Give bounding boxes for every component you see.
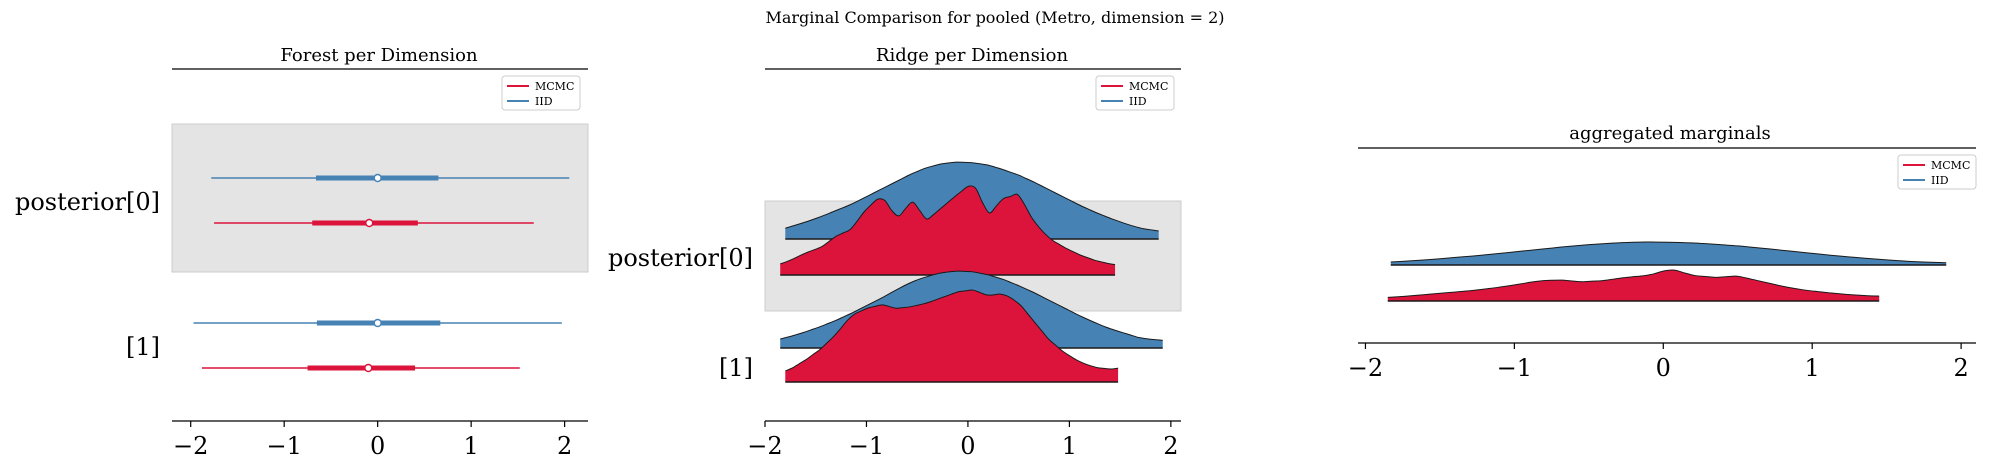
mcmc-density-fill	[780, 185, 1116, 275]
x-tick-label: 2	[557, 432, 572, 460]
iid-density-outline	[1390, 241, 1947, 264]
x-tick-label: 0	[1656, 354, 1671, 382]
x-tick-label: 2	[1953, 354, 1968, 382]
iid-density-fill	[1390, 242, 1947, 265]
figure-title: Marginal Comparison for pooled (Metro, d…	[765, 8, 1224, 27]
row-highlight-band	[171, 123, 589, 273]
forest-panel: Forest per Dimension −2 −1 0 1 2 posterior[0]…	[15, 45, 589, 460]
x-tick-label: 2	[1163, 432, 1178, 460]
x-tick-label: 0	[960, 432, 975, 460]
aggregated-panel-title: aggregated marginals	[1569, 123, 1770, 144]
median-point	[364, 363, 373, 373]
x-tick-label: 1	[1062, 432, 1077, 460]
row-label: posterior[0]	[15, 188, 160, 216]
row-label: [1]	[126, 333, 160, 361]
legend-label: IID	[1931, 174, 1949, 187]
x-tick-label: −1	[1497, 354, 1532, 382]
x-tick-label: −2	[747, 432, 782, 460]
forest-panel-title: Forest per Dimension	[280, 45, 478, 66]
ridge-panel: Ridge per Dimension −2 −1 0 1 2 posterior[0] […	[608, 45, 1182, 460]
row-label: posterior[0]	[608, 244, 753, 272]
legend-label: MCMC	[535, 80, 574, 93]
legend-label: MCMC	[1129, 80, 1168, 93]
mcmc-density-outline	[785, 289, 1119, 372]
x-tick-label: 1	[1805, 354, 1820, 382]
median-point	[364, 218, 374, 228]
mcmc-density-fill	[785, 290, 1119, 382]
aggregated-panel: aggregated marginals −2 −1 0 1 2 MCMC IID	[1348, 123, 1977, 382]
x-tick-label: 1	[464, 432, 479, 460]
legend-label: IID	[1129, 95, 1147, 108]
median-point	[373, 318, 382, 328]
legend-label: MCMC	[1931, 159, 1970, 172]
x-tick-label: 0	[370, 432, 385, 460]
iid-density-outline	[780, 270, 1163, 341]
iid-density-outline	[785, 161, 1159, 232]
x-tick-label: −1	[266, 432, 301, 460]
x-tick-label: −1	[849, 432, 884, 460]
mcmc-density-outline	[780, 185, 1116, 266]
x-tick-label: −2	[173, 432, 208, 460]
median-point	[373, 173, 382, 183]
ridge-panel-title: Ridge per Dimension	[876, 45, 1069, 66]
mcmc-density-fill	[1387, 269, 1880, 301]
x-tick-label: −2	[1348, 354, 1383, 382]
legend-label: IID	[535, 95, 553, 108]
mcmc-density-outline	[1387, 269, 1880, 298]
row-label: [1]	[719, 354, 753, 382]
